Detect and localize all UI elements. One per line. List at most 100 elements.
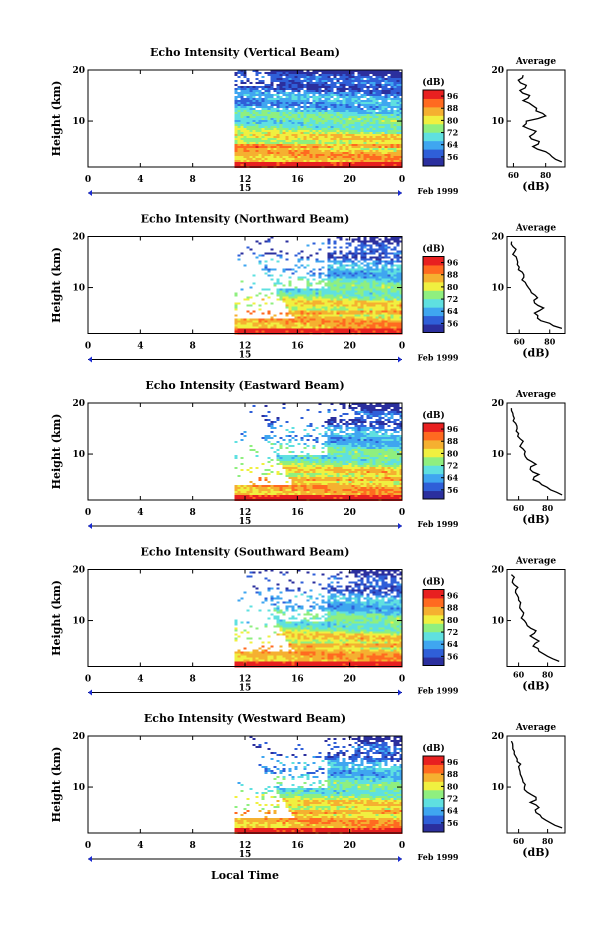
heatmap-cell bbox=[315, 441, 319, 443]
heatmap-cell bbox=[336, 102, 340, 104]
heatmap-cell bbox=[399, 142, 403, 144]
heatmap-cell bbox=[393, 132, 397, 134]
heatmap-cell bbox=[306, 282, 310, 285]
heatmap-cell bbox=[288, 292, 292, 295]
heatmap-cell bbox=[333, 429, 337, 431]
heatmap-cell bbox=[348, 156, 352, 158]
heatmap-cell bbox=[390, 272, 394, 275]
heatmap-cell bbox=[279, 298, 283, 301]
heatmap-cell bbox=[288, 106, 292, 108]
heatmap-cell bbox=[306, 152, 310, 154]
heatmap-cell bbox=[390, 433, 394, 435]
heatmap-cell bbox=[339, 280, 343, 283]
heatmap-cell bbox=[378, 312, 382, 315]
heatmap-cell bbox=[300, 128, 304, 130]
heatmap-cell bbox=[303, 429, 307, 431]
heatmap-cell bbox=[348, 250, 352, 253]
heatmap-cell bbox=[351, 98, 355, 100]
heatmap-cell bbox=[243, 106, 247, 108]
heatmap-cell bbox=[348, 140, 352, 142]
heatmap-cell bbox=[375, 409, 379, 411]
heatmap-cell bbox=[378, 405, 382, 407]
heatmap-cell bbox=[333, 158, 337, 160]
heatmap-cell bbox=[330, 260, 334, 263]
heatmap-cell bbox=[387, 78, 391, 80]
heatmap-cell bbox=[360, 134, 364, 136]
heatmap-cell bbox=[273, 126, 277, 128]
heatmap-cell bbox=[279, 425, 283, 427]
heatmap-cell bbox=[255, 144, 259, 146]
heatmap-cell bbox=[333, 445, 337, 447]
heatmap-cell bbox=[327, 70, 331, 72]
heatmap-cell bbox=[273, 160, 277, 162]
heatmap-cell bbox=[381, 443, 385, 445]
heatmap-cell bbox=[357, 403, 361, 405]
heatmap-cell bbox=[324, 288, 328, 291]
heatmap-cell bbox=[375, 314, 379, 317]
heatmap-cell bbox=[357, 88, 361, 90]
heatmap-cell bbox=[381, 150, 385, 152]
heatmap-cell bbox=[276, 120, 280, 122]
heatmap-cell bbox=[312, 429, 316, 431]
heatmap-cell bbox=[318, 110, 322, 112]
heatmap-cell bbox=[357, 298, 361, 301]
heatmap-cell bbox=[375, 152, 379, 154]
profile-x-tick-label: 80 bbox=[544, 337, 556, 347]
heatmap-cell bbox=[363, 407, 367, 409]
heatmap-cell bbox=[366, 314, 370, 317]
heatmap-cell bbox=[339, 419, 343, 421]
heatmap-cell bbox=[333, 449, 337, 451]
heatmap-cell bbox=[366, 330, 370, 333]
heatmap-cell bbox=[330, 96, 334, 98]
heatmap-cell bbox=[318, 288, 322, 291]
heatmap-cell bbox=[372, 242, 376, 245]
heatmap-cell bbox=[240, 320, 244, 323]
heatmap-cell bbox=[327, 90, 331, 92]
heatmap-cell bbox=[363, 300, 367, 303]
heatmap-cell bbox=[339, 76, 343, 78]
heatmap-cell bbox=[306, 150, 310, 152]
heatmap-cell bbox=[342, 298, 346, 301]
heatmap-cell bbox=[234, 138, 238, 140]
heatmap-cell bbox=[360, 242, 364, 245]
heatmap-cell bbox=[333, 126, 337, 128]
heatmap-cell bbox=[363, 140, 367, 142]
heatmap-cell bbox=[300, 112, 304, 114]
heatmap-cell bbox=[330, 130, 334, 132]
heatmap-cell bbox=[399, 439, 403, 441]
heatmap-cell bbox=[261, 328, 265, 331]
heatmap-cell bbox=[249, 88, 253, 90]
heatmap-cell bbox=[246, 330, 250, 333]
heatmap-cell bbox=[375, 324, 379, 327]
heatmap-cell bbox=[378, 120, 382, 122]
heatmap-cell bbox=[372, 409, 376, 411]
heatmap-cell bbox=[309, 316, 313, 319]
heatmap-cell bbox=[336, 288, 340, 291]
heatmap-cell bbox=[381, 449, 385, 451]
heatmap-cell bbox=[375, 242, 379, 245]
heatmap-cell bbox=[264, 132, 268, 134]
heatmap-cell bbox=[342, 112, 346, 114]
heatmap-cell bbox=[285, 146, 289, 148]
heatmap-cell bbox=[351, 421, 355, 423]
heatmap-cell bbox=[372, 411, 376, 413]
heatmap-cell bbox=[288, 156, 292, 158]
heatmap-cell bbox=[351, 304, 355, 307]
heatmap-cell bbox=[303, 72, 307, 74]
heatmap-cell bbox=[363, 298, 367, 301]
heatmap-cell bbox=[267, 98, 271, 100]
heatmap-cell bbox=[351, 240, 355, 243]
heatmap-cell bbox=[390, 140, 394, 142]
heatmap-cell bbox=[267, 122, 271, 124]
heatmap-cell bbox=[309, 146, 313, 148]
heatmap-cell bbox=[375, 134, 379, 136]
heatmap-cell bbox=[354, 449, 358, 451]
heatmap-cell bbox=[264, 288, 268, 291]
heatmap-cell bbox=[294, 328, 298, 331]
heatmap-cell bbox=[300, 74, 304, 76]
heatmap-cell bbox=[378, 252, 382, 255]
heatmap-cell bbox=[396, 419, 400, 421]
heatmap-cell bbox=[333, 138, 337, 140]
heatmap-cell bbox=[369, 106, 373, 108]
heatmap-cell bbox=[336, 138, 340, 140]
